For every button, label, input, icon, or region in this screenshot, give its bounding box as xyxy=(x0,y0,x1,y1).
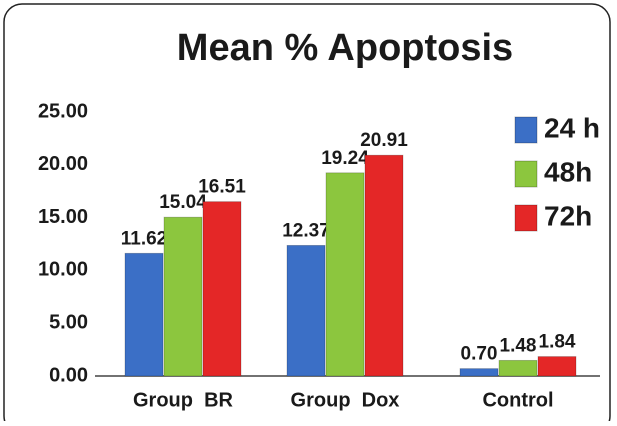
bar xyxy=(286,244,326,377)
data-label: 19.24 xyxy=(321,148,369,169)
legend-label: 24 h xyxy=(544,112,600,143)
y-tick-label: 20.00 xyxy=(38,153,88,175)
legend-swatch xyxy=(514,204,538,232)
legend-label: 48h xyxy=(544,156,592,187)
y-tick-label: 0.00 xyxy=(49,364,88,386)
x-tick-label: Control xyxy=(482,389,553,411)
y-tick-label: 5.00 xyxy=(49,311,88,333)
data-label: 20.91 xyxy=(360,130,408,151)
data-label: 1.84 xyxy=(539,332,576,353)
data-label: 12.37 xyxy=(282,220,330,241)
x-tick-label: Group BR xyxy=(133,389,234,411)
bar xyxy=(202,201,242,377)
data-label: 11.62 xyxy=(121,228,168,249)
data-label: 0.70 xyxy=(461,344,498,365)
bar xyxy=(537,356,577,377)
legend-swatch xyxy=(514,116,538,144)
bar xyxy=(124,252,164,377)
bar xyxy=(364,154,404,377)
data-label: 15.04 xyxy=(159,192,207,213)
bar xyxy=(459,368,499,377)
legend-label: 72h xyxy=(544,200,592,231)
chart-title: Mean % Apoptosis xyxy=(177,27,513,69)
legend-swatch xyxy=(514,160,538,188)
y-tick-label: 15.00 xyxy=(38,206,88,228)
bar xyxy=(163,216,203,377)
bar xyxy=(498,359,538,377)
bar xyxy=(325,172,365,377)
y-tick-label: 10.00 xyxy=(38,259,88,281)
x-tick-label: Group Dox xyxy=(291,389,400,411)
data-label: 1.48 xyxy=(500,335,537,356)
data-label: 16.51 xyxy=(198,177,246,198)
y-tick-label: 25.00 xyxy=(38,100,88,122)
